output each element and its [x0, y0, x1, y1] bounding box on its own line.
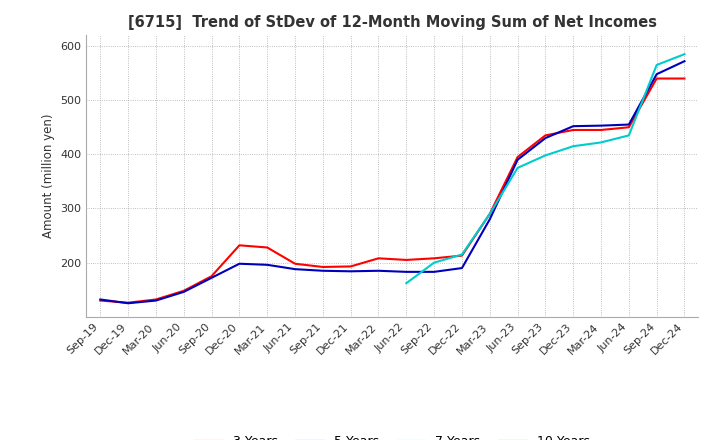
3 Years [485, 211, 494, 216]
3 Years [402, 257, 410, 263]
3 Years [235, 243, 243, 248]
7 Years [402, 281, 410, 286]
5 Years [458, 265, 467, 271]
Title: [6715]  Trend of StDev of 12-Month Moving Sum of Net Incomes: [6715] Trend of StDev of 12-Month Moving… [128, 15, 657, 30]
3 Years [541, 133, 550, 138]
7 Years [652, 62, 661, 68]
5 Years [291, 267, 300, 272]
7 Years [569, 143, 577, 149]
3 Years [346, 264, 355, 269]
7 Years [597, 140, 606, 145]
5 Years [152, 298, 161, 303]
3 Years [96, 298, 104, 303]
5 Years [652, 72, 661, 77]
3 Years [374, 256, 383, 261]
5 Years [374, 268, 383, 273]
7 Years [485, 211, 494, 216]
5 Years [179, 289, 188, 294]
3 Years [263, 245, 271, 250]
5 Years [680, 59, 689, 64]
Line: 3 Years: 3 Years [100, 78, 685, 303]
3 Years [680, 76, 689, 81]
7 Years [624, 133, 633, 138]
7 Years [680, 51, 689, 57]
3 Years [152, 297, 161, 302]
3 Years [569, 127, 577, 132]
Line: 7 Years: 7 Years [406, 54, 685, 283]
Legend: 3 Years, 5 Years, 7 Years, 10 Years: 3 Years, 5 Years, 7 Years, 10 Years [190, 430, 595, 440]
3 Years [179, 288, 188, 293]
3 Years [652, 76, 661, 81]
3 Years [318, 264, 327, 270]
7 Years [458, 252, 467, 257]
5 Years [597, 123, 606, 128]
Line: 5 Years: 5 Years [100, 61, 685, 303]
7 Years [541, 153, 550, 158]
3 Years [291, 261, 300, 266]
3 Years [430, 256, 438, 261]
5 Years [402, 269, 410, 275]
Y-axis label: Amount (million yen): Amount (million yen) [42, 114, 55, 238]
3 Years [207, 274, 216, 279]
5 Years [513, 157, 522, 162]
3 Years [597, 127, 606, 132]
5 Years [430, 269, 438, 275]
5 Years [235, 261, 243, 266]
5 Years [485, 216, 494, 222]
5 Years [541, 136, 550, 141]
3 Years [124, 300, 132, 305]
5 Years [207, 275, 216, 280]
5 Years [624, 122, 633, 127]
5 Years [569, 124, 577, 129]
5 Years [124, 301, 132, 306]
5 Years [96, 297, 104, 302]
5 Years [346, 269, 355, 274]
7 Years [430, 260, 438, 265]
3 Years [513, 154, 522, 160]
3 Years [458, 253, 467, 258]
5 Years [263, 262, 271, 268]
3 Years [624, 125, 633, 130]
7 Years [513, 165, 522, 171]
5 Years [318, 268, 327, 273]
